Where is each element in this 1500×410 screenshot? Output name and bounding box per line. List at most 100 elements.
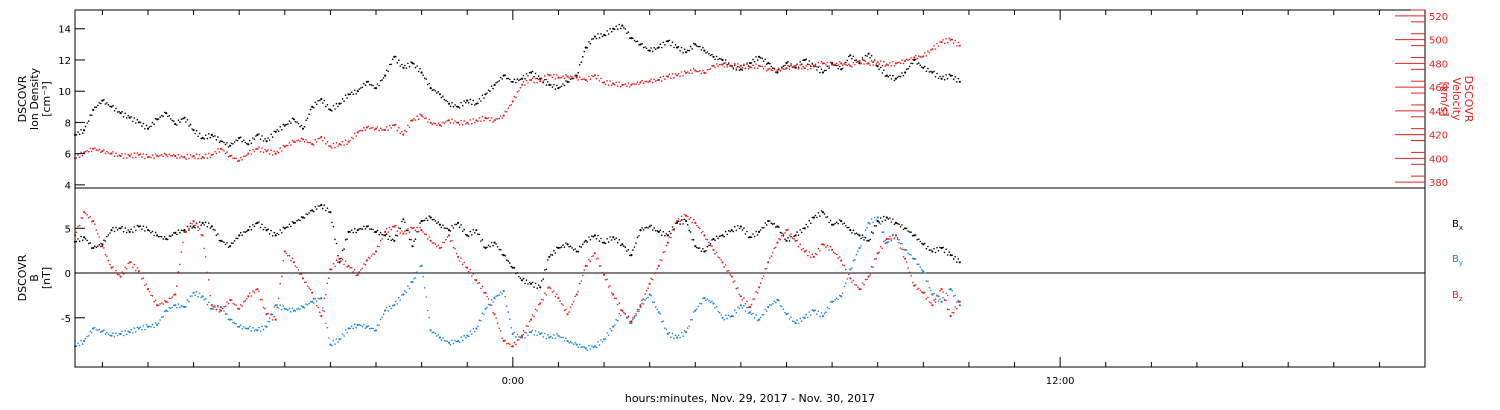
velocity-trace-dot — [750, 66, 753, 69]
by-point — [539, 332, 542, 335]
bx-trace-dot — [214, 229, 216, 231]
ion-density-trace-dot — [588, 41, 590, 43]
velocity-point — [712, 64, 715, 67]
bz-trace-dot — [883, 240, 885, 243]
bx-trace-dot — [344, 239, 347, 241]
ion-density-trace-dot — [396, 61, 399, 64]
bz-point — [931, 304, 934, 307]
bz-trace-dot — [618, 302, 621, 304]
velocity-point — [721, 63, 724, 66]
by-point — [593, 345, 597, 348]
bx-trace-dot — [285, 226, 288, 229]
velocity-trace-dot — [141, 156, 143, 158]
velocity-trace-dot — [692, 67, 695, 70]
ion-density-trace-dot — [651, 50, 654, 53]
by-trace-dot — [869, 223, 871, 225]
ion-density-trace-dot — [848, 55, 850, 58]
bx-trace-dot — [300, 216, 303, 218]
by-trace-dot — [170, 307, 172, 310]
ion-density-trace-dot — [563, 84, 566, 87]
bx-trace-dot — [563, 246, 566, 248]
by-trace-dot — [811, 309, 814, 311]
bx-trace-dot — [735, 229, 738, 232]
by-trace-dot — [287, 309, 289, 311]
bz-trace-dot — [455, 252, 458, 255]
by-trace-dot — [545, 337, 548, 340]
bx-trace-dot — [682, 223, 684, 225]
velocity-trace-dot — [569, 75, 572, 78]
velocity-trace-dot — [889, 62, 891, 64]
ion-density-trace-dot — [279, 126, 282, 128]
ion-density-trace-dot — [875, 64, 877, 67]
by-point — [639, 305, 642, 309]
ion-density-trace-dot — [601, 35, 604, 38]
ion-density-trace-dot — [807, 63, 809, 65]
velocity-point — [904, 59, 907, 63]
by-trace-dot — [633, 317, 636, 319]
bz-trace-dot — [857, 286, 859, 288]
ion-density-trace-dot — [528, 71, 531, 74]
ion-density-trace-dot — [872, 61, 874, 63]
bx-trace-dot — [218, 239, 221, 242]
by-trace-dot — [195, 290, 198, 293]
bz-trace-dot — [696, 224, 698, 227]
bz-point — [666, 241, 670, 244]
bz-trace-dot — [104, 253, 107, 256]
bz-trace-dot — [132, 266, 134, 269]
velocity-point — [694, 69, 697, 72]
bx-point — [201, 221, 204, 224]
ion-density-trace-dot — [697, 45, 700, 48]
bx-point — [256, 221, 259, 224]
by-trace-dot — [854, 259, 856, 261]
velocity-trace-dot — [151, 154, 154, 156]
bx-trace-dot — [654, 229, 657, 232]
velocity-trace-dot — [515, 96, 517, 99]
velocity-tick-label: 480 — [1429, 59, 1448, 70]
bz-trace-dot — [907, 267, 909, 269]
bx-trace-dot — [752, 233, 754, 235]
by-trace-dot — [691, 319, 693, 321]
ion-density-trace-dot — [467, 102, 470, 104]
bx-point — [675, 221, 679, 224]
ion-density-point — [794, 66, 797, 69]
bx-trace-dot — [845, 225, 847, 227]
velocity-trace-dot — [315, 141, 318, 143]
velocity-trace-dot — [499, 115, 502, 117]
velocity-point — [420, 114, 423, 117]
by-trace-dot — [702, 297, 704, 300]
ion-density-trace-dot — [898, 75, 900, 77]
ion-density-trace-dot — [734, 64, 736, 66]
velocity-point — [739, 64, 743, 67]
bz-trace-dot — [340, 260, 342, 262]
by-point — [201, 295, 204, 298]
by-trace-dot — [542, 336, 544, 338]
bx-point — [229, 245, 232, 248]
ion-density-trace-dot — [553, 84, 555, 86]
velocity-point — [566, 75, 569, 78]
ion-density-trace-dot — [544, 78, 546, 81]
bz-trace-dot — [540, 298, 543, 301]
velocity-point — [785, 67, 788, 70]
bz-trace-dot — [255, 289, 257, 291]
velocity-trace-dot — [588, 75, 590, 78]
velocity-trace-dot — [259, 151, 262, 153]
ion-density-trace-dot — [645, 47, 648, 50]
bz-point — [739, 295, 743, 298]
bz-trace-dot — [328, 277, 330, 280]
ion-density-point — [247, 143, 250, 146]
ion-density-trace-dot — [823, 69, 826, 72]
velocity-trace-dot — [100, 151, 102, 153]
ion-density-point — [858, 62, 861, 65]
bx-point — [575, 250, 578, 253]
bz-trace-dot — [772, 252, 774, 254]
bx-trace-dot — [264, 226, 266, 229]
by-trace-dot — [115, 332, 117, 335]
ion-density-trace-dot — [679, 50, 681, 52]
velocity-trace-dot — [372, 126, 374, 129]
velocity-trace-dot — [325, 142, 327, 145]
bz-trace-dot — [720, 259, 722, 261]
bx-trace-dot — [258, 221, 260, 223]
bx-trace-dot — [924, 242, 926, 245]
ion-density-trace-dot — [209, 136, 212, 139]
by-trace-dot — [554, 337, 557, 340]
